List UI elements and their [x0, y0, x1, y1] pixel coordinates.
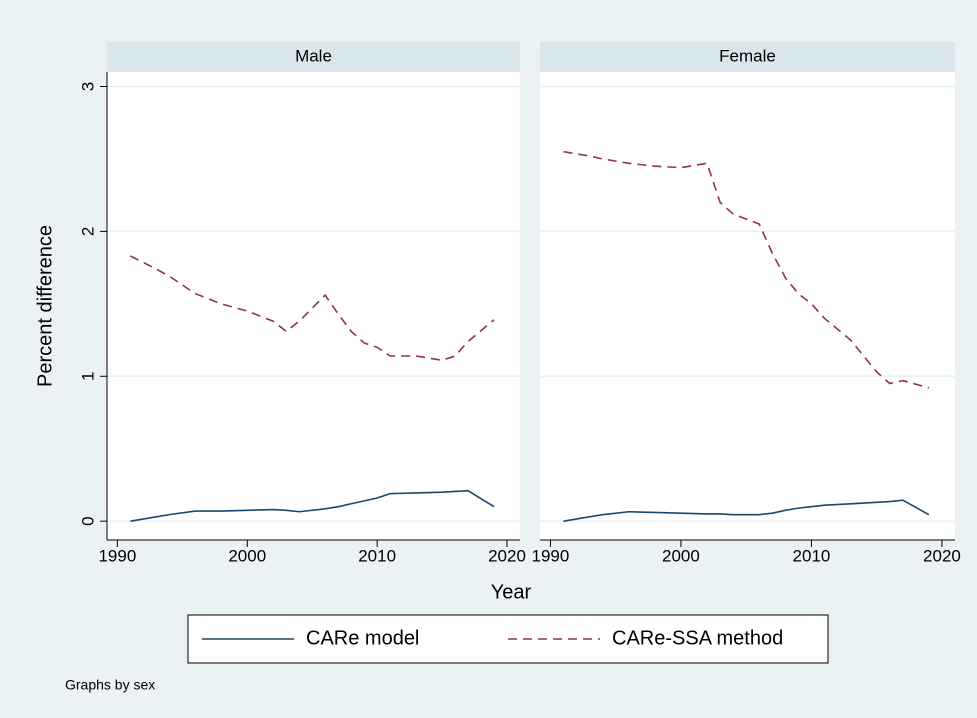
series-line — [130, 489, 495, 522]
note: Graphs by sex — [65, 677, 155, 693]
x-tick-label: 2010 — [793, 546, 831, 565]
panel-title: Male — [295, 46, 332, 65]
y-tick-label: 1 — [78, 372, 97, 381]
y-tick-label: 0 — [78, 516, 97, 525]
x-tick-label: 2000 — [662, 546, 700, 565]
panel-header — [107, 42, 520, 72]
series-line — [130, 255, 495, 362]
x-tick-label: 2020 — [923, 546, 961, 565]
x-tick-label: 1990 — [532, 546, 570, 565]
plot-area — [540, 72, 955, 540]
y-tick-label: 3 — [78, 82, 97, 91]
x-axis-label: Year — [491, 581, 532, 603]
x-tick-label: 2020 — [488, 546, 526, 565]
y-axis-label: Percent difference — [34, 225, 56, 387]
series-line — [563, 499, 930, 522]
legend-label: CARe-SSA method — [612, 627, 783, 649]
x-tick-label: 2000 — [228, 546, 266, 565]
series-line — [563, 150, 930, 389]
y-tick-label: 2 — [78, 227, 97, 236]
legend-label: CARe model — [306, 627, 419, 649]
panel-header — [540, 42, 955, 72]
panel-title: Female — [719, 46, 776, 65]
x-tick-label: 1990 — [98, 546, 136, 565]
x-tick-label: 2010 — [358, 546, 396, 565]
